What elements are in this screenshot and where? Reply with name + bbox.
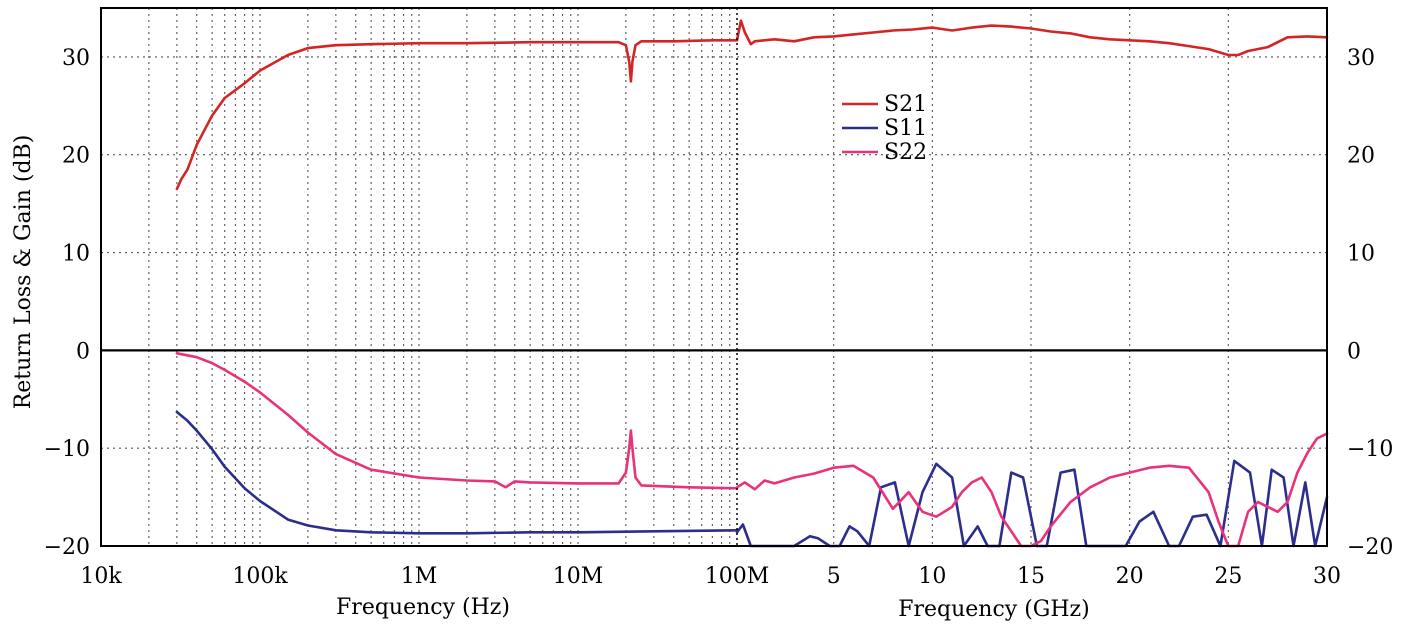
y-tick-label-left: −10 — [44, 437, 90, 462]
y-tick-label-left: −20 — [44, 535, 90, 560]
x-tick-label-ghz: 25 — [1214, 564, 1242, 589]
x-axis-title-ghz: Frequency (GHz) — [898, 597, 1090, 622]
y-tick-label-left: 20 — [62, 144, 90, 169]
legend-label-s21: S21 — [884, 92, 927, 117]
x-tick-label-hz: 10k — [80, 564, 122, 589]
x-tick-label-hz: 10M — [553, 564, 604, 589]
x-tick-label-ghz: 30 — [1313, 564, 1341, 589]
y-tick-label-right: −10 — [1347, 437, 1393, 462]
low-band-series-s22 — [177, 353, 737, 488]
y-tick-label-right: 30 — [1347, 46, 1375, 71]
high-band-series-s21 — [737, 21, 1327, 55]
x-tick-label-ghz: 5 — [827, 564, 841, 589]
x-tick-label-ghz: 15 — [1017, 564, 1045, 589]
y-tick-label-right: 10 — [1347, 242, 1375, 267]
y-axis-title: Return Loss & Gain (dB) — [11, 135, 36, 410]
x-tick-label-hz: 1M — [401, 564, 438, 589]
legend-label-s11: S11 — [884, 116, 927, 141]
x-tick-label-ghz: 20 — [1116, 564, 1144, 589]
y-tick-label-right: 20 — [1347, 144, 1375, 169]
x-tick-label-ghz: 10 — [918, 564, 946, 589]
grid-lines — [101, 8, 1327, 546]
y-tick-label-right: −20 — [1347, 535, 1393, 560]
low-band-series-s11 — [177, 412, 737, 533]
plot-frame — [101, 8, 1327, 546]
x-axis-title-hz: Frequency (Hz) — [336, 595, 510, 620]
y-tick-label-left: 10 — [62, 242, 90, 267]
y-tick-label-left: 0 — [76, 339, 90, 364]
axis-ticks: −20 −20 −10 −10 0 0 10 10 20 20 30 30 10k 100k 1M 10M 10… — [44, 46, 1394, 589]
x-tick-label-hz: 100k — [232, 564, 288, 589]
y-tick-label-right: 0 — [1347, 339, 1361, 364]
high-band-series-s22 — [737, 434, 1327, 547]
high-band-series-s11 — [737, 461, 1327, 546]
legend-label-s22: S22 — [884, 140, 927, 165]
y-tick-label-left: 30 — [62, 46, 90, 71]
x-tick-label-hz: 100M — [705, 564, 770, 589]
plot-series — [177, 21, 1327, 546]
low-band-series-s21 — [177, 40, 737, 189]
